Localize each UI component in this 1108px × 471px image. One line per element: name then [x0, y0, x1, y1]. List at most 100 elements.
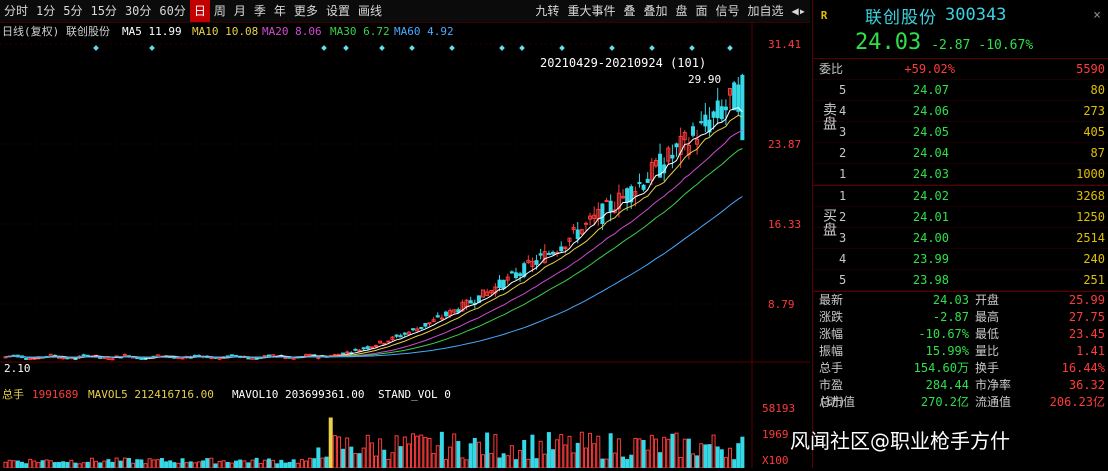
- close-icon[interactable]: ×: [1093, 7, 1101, 23]
- volume-bar: [217, 460, 222, 469]
- buys-row[interactable]: 5 23.98 251: [813, 270, 1108, 291]
- ma60-line: [5, 196, 743, 358]
- volume-bar: [40, 460, 45, 469]
- candle-body: [674, 143, 679, 148]
- candle-body: [542, 251, 547, 264]
- candle-body: [641, 184, 646, 190]
- candle-body: [73, 358, 78, 361]
- buys-row[interactable]: 3 24.00 2514: [813, 228, 1108, 249]
- volume-bar: [629, 454, 634, 469]
- period-tab[interactable]: 设置: [325, 4, 350, 18]
- level: 4: [839, 252, 847, 266]
- candle-body: [448, 310, 453, 317]
- stat-label: 涨跌: [819, 310, 844, 324]
- volume-bar: [89, 457, 94, 469]
- sells-row[interactable]: 1 24.03 1000: [813, 164, 1108, 185]
- tool-button[interactable]: 盘: [675, 4, 688, 18]
- candle-body: [374, 345, 378, 348]
- period-tab[interactable]: 年: [273, 4, 286, 18]
- volume-bar: [65, 461, 70, 469]
- period-tab[interactable]: 30分: [124, 4, 152, 18]
- volume-bar: [616, 438, 621, 469]
- period-tab[interactable]: 日: [189, 0, 210, 22]
- period-tab[interactable]: 60分: [159, 4, 186, 18]
- volume-bar: [559, 434, 564, 469]
- period-tab[interactable]: 5分: [63, 4, 83, 18]
- tool-button[interactable]: 面: [695, 4, 708, 18]
- level: 5: [839, 273, 847, 287]
- volume-bar: [621, 456, 625, 469]
- candle-body: [485, 291, 490, 296]
- tool-button[interactable]: 九转: [535, 4, 560, 18]
- stat-label: 最新: [819, 293, 844, 307]
- period-tab[interactable]: 周: [213, 4, 226, 18]
- sells-row[interactable]: 4 24.06 273: [813, 101, 1108, 122]
- candle-body: [563, 246, 568, 250]
- kline-chart[interactable]: 日线(复权) 联创股份 MA5 11.99 MA10 10.08 MA20 8.…: [0, 22, 810, 469]
- volume-bar: [526, 458, 531, 469]
- candle-body: [559, 246, 564, 252]
- volume-bar: [229, 462, 234, 469]
- sells-row[interactable]: 3 24.05 405: [813, 122, 1108, 143]
- price-axis-1: 31.41: [768, 38, 801, 51]
- volume-bar: [287, 461, 292, 469]
- volume-bar: [460, 457, 465, 469]
- period-tab[interactable]: 15分: [90, 4, 117, 18]
- volume-bar: [106, 459, 111, 469]
- volume-bar: [36, 462, 41, 469]
- candle-body: [658, 153, 663, 178]
- signal-marker: [519, 45, 525, 51]
- volume-axis-top: 58193: [762, 402, 795, 415]
- mavol10-label: MAVOL10 203699361.00: [232, 388, 364, 401]
- signal-marker: [379, 45, 385, 51]
- period-tab[interactable]: 季: [253, 4, 266, 18]
- book-volume: 405: [1083, 125, 1105, 139]
- volume-bar: [209, 457, 214, 469]
- volume-bars: [3, 417, 745, 469]
- book-volume: 273: [1083, 104, 1105, 118]
- buys-row[interactable]: 1 24.02 3268: [813, 186, 1108, 207]
- candle-body: [740, 74, 745, 141]
- period-tab[interactable]: 月: [233, 4, 246, 18]
- volume-bar: [15, 460, 20, 469]
- buy-book: 1 24.02 3268 2 24.01 1250 3 24.00 2514 4 23.99 240 5…: [813, 186, 1108, 292]
- volume-bar: [653, 438, 658, 469]
- more-menu-icon[interactable]: ◀▸: [791, 4, 806, 18]
- volume-bar: [324, 456, 329, 469]
- tool-button[interactable]: 叠: [623, 4, 636, 18]
- stat-value: 270.2亿: [920, 395, 969, 409]
- book-volume: 2514: [1076, 231, 1105, 245]
- stat-value: -2.87: [932, 310, 969, 324]
- volume-bar: [546, 432, 551, 469]
- volume-bar: [81, 462, 86, 469]
- period-tab[interactable]: 画线: [357, 4, 382, 18]
- watermark: 风闻社区@职业枪手方什: [790, 429, 1010, 453]
- stat-label: 最高: [975, 310, 1000, 324]
- volume-bar: [316, 447, 321, 469]
- tool-button[interactable]: 加自选: [747, 4, 784, 18]
- buys-row[interactable]: 2 24.01 1250: [813, 207, 1108, 228]
- stat-label: 总市值: [819, 395, 856, 409]
- tool-button[interactable]: 叠加: [643, 4, 668, 18]
- book-volume: 87: [1090, 146, 1105, 160]
- tool-button[interactable]: 信号: [715, 4, 740, 18]
- candle-body: [361, 347, 366, 350]
- weicha-value: 5590: [1076, 62, 1105, 76]
- sells-row[interactable]: 2 24.04 87: [813, 143, 1108, 164]
- candle-body: [122, 354, 127, 357]
- tool-button[interactable]: 重大事件: [567, 4, 616, 18]
- candle-body: [736, 84, 741, 112]
- candle-body: [81, 354, 86, 357]
- period-tab[interactable]: 1分: [36, 4, 56, 18]
- stat-label: 振幅: [819, 344, 844, 358]
- candle-body: [666, 147, 671, 162]
- buys-row[interactable]: 4 23.99 240: [813, 249, 1108, 270]
- sells-row[interactable]: 5 24.07 80: [813, 80, 1108, 101]
- candle-body: [695, 139, 700, 145]
- volume-bar: [262, 459, 267, 469]
- book-volume: 3268: [1076, 189, 1105, 203]
- candle-body: [538, 253, 543, 256]
- volume-unit: X100: [762, 454, 789, 467]
- period-tab[interactable]: 分时: [4, 4, 29, 18]
- period-tab[interactable]: 更多: [293, 4, 318, 18]
